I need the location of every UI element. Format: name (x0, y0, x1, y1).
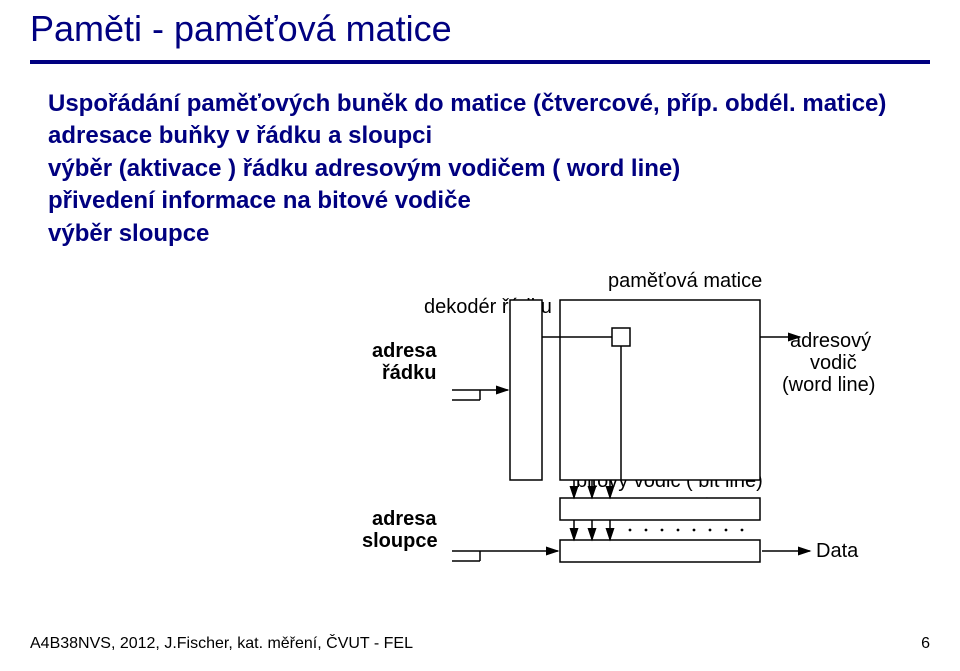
page-number: 6 (921, 635, 930, 653)
footer-text: A4B38NVS, 2012, J.Fischer, kat. měření, … (30, 635, 413, 653)
memory-matrix-diagram (0, 0, 960, 671)
